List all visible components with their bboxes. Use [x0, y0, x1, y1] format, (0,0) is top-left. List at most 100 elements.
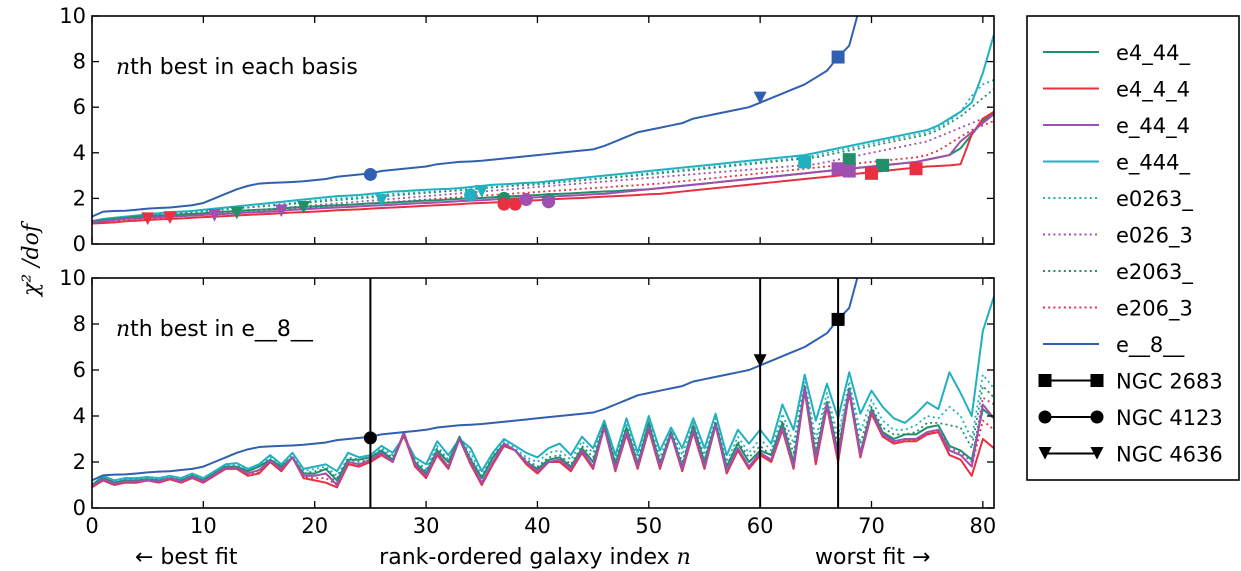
y-tick-label: 10 [59, 4, 86, 28]
series-line-e__8__ [92, 278, 859, 482]
marker-ngc-2683 [798, 155, 812, 169]
marker-ngc-2683 [909, 162, 923, 176]
marker-ngc-4123 [363, 167, 377, 181]
y-tick-label: 4 [73, 404, 86, 428]
series-line-e_444_ [92, 296, 994, 486]
y-tick-label: 8 [73, 50, 86, 74]
y-tick-label: 2 [73, 186, 86, 210]
y-tick-label: 0 [73, 496, 86, 520]
legend-label: NGC 4123 [1116, 406, 1223, 430]
y-tick-label: 10 [59, 266, 86, 290]
legend-label: e__8__ [1116, 333, 1185, 358]
legend-label: e_44_4 [1116, 114, 1190, 139]
y-tick-label: 2 [73, 450, 86, 474]
legend-label: e4_4_4 [1116, 78, 1190, 103]
marker-ngc-4123 [519, 193, 533, 207]
legend-entry: e__8__ [1043, 333, 1185, 358]
marker-ngc-2683 [876, 158, 890, 172]
legend-entry: NGC 4123 [1038, 406, 1223, 430]
marker-ngc-4636 [297, 201, 311, 214]
legend-entry: e4_4_4 [1043, 78, 1190, 103]
marker-ngc-4636 [753, 354, 767, 367]
series-line-e0263_ [92, 373, 994, 486]
legend-marker [1038, 447, 1052, 460]
x-tick-label: 10 [190, 514, 217, 538]
legend-label: e206_3 [1116, 297, 1193, 322]
legend-entry: NGC 2683 [1038, 370, 1223, 394]
marker-ngc-4636 [274, 204, 288, 218]
plot-area [92, 278, 994, 508]
x-tick-label: 60 [747, 514, 774, 538]
panel-annotation: nth best in each basis [116, 55, 358, 80]
legend-label: NGC 2683 [1116, 370, 1223, 394]
x-tick-label: 50 [635, 514, 662, 538]
legend-marker [1038, 374, 1052, 387]
x-tick-label: 40 [524, 514, 551, 538]
y-tick-label: 0 [73, 232, 86, 256]
marker-ngc-2683 [831, 50, 845, 64]
marker-ngc-4123 [508, 197, 522, 211]
x-label-left: ← best fit [135, 545, 238, 570]
x-tick-label: 30 [413, 514, 440, 538]
marker-ngc-4636 [141, 212, 155, 226]
legend-entry: e0263_ [1043, 187, 1193, 212]
legend-marker [1090, 410, 1104, 424]
legend-entry: e206_3 [1043, 297, 1193, 322]
axes-frame [91, 15, 995, 245]
x-tick-label: 20 [301, 514, 328, 538]
marker-ngc-4636 [230, 206, 244, 220]
series-line-e__8__ [92, 16, 859, 218]
marker-ngc-4636 [375, 194, 389, 207]
y-tick-label: 6 [73, 358, 86, 382]
marker-ngc-4123 [464, 188, 478, 202]
marker-ngc-2683 [842, 164, 856, 178]
series-line-e026_3 [92, 387, 994, 487]
legend-entry: NGC 4636 [1038, 443, 1223, 467]
y-axis-label: χ² /dof [19, 220, 44, 298]
legend: e4_44_ e4_4_4 e_44_4 e_444_ e0263_ e026_3 e206… [1026, 15, 1240, 481]
x-label-right: worst fit → [815, 545, 931, 570]
legend-entry: e_444_ [1043, 151, 1191, 176]
panel-bottom: 0 2 4 6 8 10 0 10 20 30 40 50 60 70 80 nth best in e__8… [59, 266, 996, 570]
legend-marker [1090, 374, 1104, 387]
x-tick-label: 0 [85, 514, 98, 538]
legend-label: e2063_ [1116, 260, 1193, 285]
y-tick-label: 8 [73, 312, 86, 336]
x-axis-label: rank-ordered galaxy index n [379, 545, 691, 570]
marker-ngc-4636 [207, 209, 221, 222]
series-line-e_444_ [92, 33, 994, 223]
marker-ngc-4123 [542, 195, 556, 209]
x-tick-label: 70 [858, 514, 885, 538]
series-line-e2063_ [92, 385, 994, 486]
marker-ngc-4636 [163, 211, 177, 224]
axes-frame [91, 277, 995, 509]
legend-box [1026, 15, 1240, 481]
legend-entry: e_44_4 [1043, 114, 1190, 139]
y-tick-label: 6 [73, 95, 86, 119]
marker-ngc-4123 [497, 197, 511, 211]
legend-marker [1090, 447, 1104, 460]
marker-ngc-4123 [363, 431, 377, 445]
legend-label: e4_44_ [1116, 41, 1191, 66]
y-tick-label: 4 [73, 141, 86, 165]
legend-label: e0263_ [1116, 187, 1193, 212]
plot-area [92, 16, 994, 226]
legend-entry: e2063_ [1043, 260, 1193, 285]
series-line-e_44_4 [92, 113, 994, 224]
series-line-e_44_4 [92, 387, 994, 488]
legend-label: e_444_ [1116, 151, 1191, 176]
marker-ngc-4636 [753, 91, 767, 105]
panel-top: 0 2 4 6 8 10 nth best in each basis [59, 4, 995, 256]
legend-label: e026_3 [1116, 224, 1193, 249]
panel-annotation: nth best in e__8__ [116, 317, 314, 342]
marker-ngc-2683 [865, 166, 879, 180]
x-tick-label: 80 [969, 514, 996, 538]
legend-entry: e026_3 [1043, 224, 1193, 249]
marker-ngc-4636 [475, 185, 489, 198]
marker-ngc-2683 [831, 312, 845, 326]
legend-entry: e4_44_ [1043, 41, 1191, 66]
marker-ngc-2683 [831, 162, 845, 176]
legend-label: NGC 4636 [1116, 443, 1223, 467]
legend-marker [1038, 410, 1052, 424]
